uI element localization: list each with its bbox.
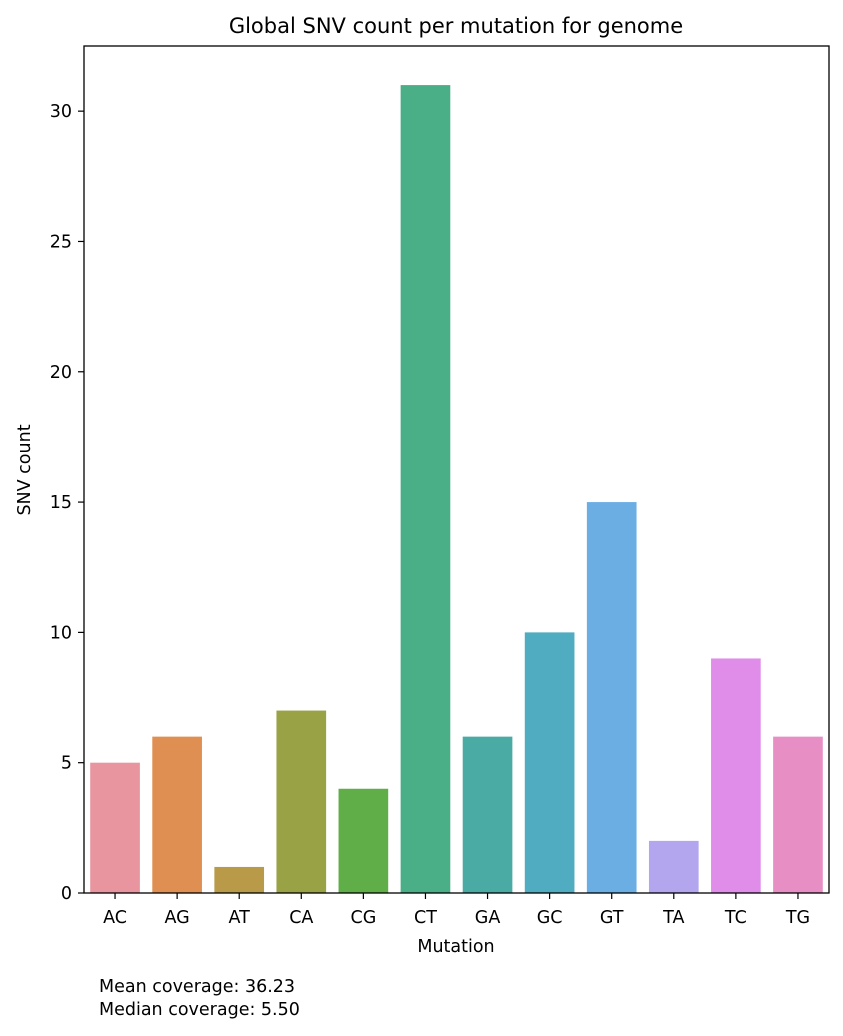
- y-axis-ticks: 0 5 10 15 20 25 30: [50, 102, 84, 904]
- x-tick-label-tg: TG: [785, 908, 810, 928]
- y-tick-label-0: 0: [61, 884, 72, 904]
- y-axis-label: SNV count: [15, 424, 35, 515]
- bar-ac: [90, 762, 140, 893]
- chart-title: Global SNV count per mutation for genome: [229, 14, 683, 38]
- bar-ta: [648, 840, 699, 893]
- bar-cg: [338, 788, 389, 893]
- x-tick-label-ga: GA: [475, 908, 501, 928]
- x-tick-label-ac: AC: [103, 908, 127, 928]
- bar-gc: [524, 632, 575, 893]
- bar-tc: [711, 658, 761, 893]
- x-axis-ticks: AC AG AT CA CG CT GA GC GT TA TC TG: [103, 893, 810, 928]
- y-tick-label-25: 25: [50, 232, 72, 252]
- y-tick-label-15: 15: [50, 493, 72, 513]
- bar-ag: [152, 736, 202, 893]
- plot-frame: [83, 45, 830, 894]
- x-tick-label-gt: GT: [600, 908, 624, 928]
- x-tick-label-tc: TC: [724, 908, 747, 928]
- mean-coverage-text: Mean coverage: 36.23: [99, 977, 296, 997]
- x-tick-label-ct: CT: [414, 908, 437, 928]
- bar-ca: [276, 710, 327, 893]
- bar-tg: [773, 736, 823, 893]
- bar-at: [214, 866, 265, 893]
- x-axis-label: Mutation: [417, 937, 494, 957]
- median-coverage-text: Median coverage: 5.50: [99, 1000, 300, 1020]
- bar-chart: Global SNV count per mutation for genome…: [15, 14, 830, 957]
- x-tick-label-at: AT: [229, 908, 251, 928]
- x-tick-label-ca: CA: [289, 908, 313, 928]
- x-tick-label-gc: GC: [537, 908, 563, 928]
- y-tick-label-30: 30: [50, 102, 72, 122]
- bar-gt: [586, 502, 637, 893]
- bar-ga: [462, 736, 513, 893]
- x-tick-label-ta: TA: [662, 908, 684, 928]
- bar-ct: [400, 85, 451, 894]
- bars: [90, 85, 823, 894]
- y-tick-label-20: 20: [50, 363, 72, 383]
- y-tick-label-10: 10: [50, 623, 72, 643]
- x-tick-label-ag: AG: [165, 908, 190, 928]
- x-tick-label-cg: CG: [350, 908, 376, 928]
- y-tick-label-5: 5: [61, 754, 72, 774]
